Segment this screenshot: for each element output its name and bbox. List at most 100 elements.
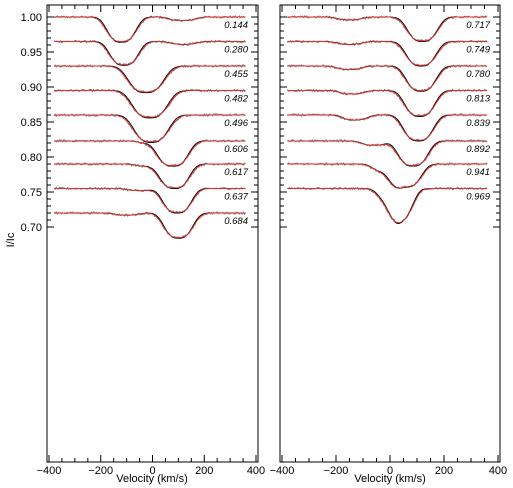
model-profile-black-line <box>54 41 246 66</box>
profile-phase-0.482: 0.482 <box>54 88 249 119</box>
phase-label: 0.839 <box>466 118 490 129</box>
x-tick-label: 400 <box>489 465 507 477</box>
observed-profile-line <box>287 64 488 93</box>
profile-phase-0.839: 0.839 <box>287 113 491 142</box>
model-profile-red-line <box>287 163 487 189</box>
observed-profile-line <box>54 39 247 66</box>
observed-profile-line <box>53 186 246 214</box>
model-profile-black-line <box>54 114 246 143</box>
observed-profile-line <box>287 88 488 118</box>
model-profile-red-line <box>54 65 246 93</box>
model-profile-black-line <box>287 90 487 117</box>
phase-label: 0.749 <box>466 45 490 56</box>
x-tick-label: −200 <box>324 465 349 477</box>
model-profile-red-line <box>287 140 487 166</box>
y-tick-label: 0.70 <box>21 222 42 234</box>
model-profile-black-line <box>287 114 487 142</box>
y-tick-label: 1.00 <box>21 12 42 24</box>
model-profile-red-line <box>54 114 246 143</box>
y-tick-label: 0.90 <box>21 82 42 94</box>
x-tick-label: 200 <box>435 465 453 477</box>
phase-label: 0.684 <box>224 216 248 227</box>
model-profile-red-line <box>287 65 487 91</box>
right-x-axis-title: Velocity (km/s) <box>354 473 426 485</box>
profile-phase-0.496: 0.496 <box>53 113 249 144</box>
observed-profile-line <box>53 162 246 190</box>
phase-label: 0.482 <box>224 94 248 105</box>
observed-profile-line <box>287 15 488 43</box>
model-profile-black-line <box>54 212 246 239</box>
model-profile-red-line <box>54 90 246 118</box>
phase-label: 0.144 <box>224 20 248 31</box>
model-profile-black-line <box>287 163 487 189</box>
observed-profile-line <box>287 186 488 224</box>
model-profile-black-line <box>287 16 487 42</box>
model-profile-black-line <box>54 16 246 43</box>
profile-phase-0.280: 0.280 <box>54 39 249 66</box>
profile-phase-0.749: 0.749 <box>287 39 491 67</box>
left-x-axis-title: Velocity (km/s) <box>116 473 188 485</box>
profile-phase-0.780: 0.780 <box>287 64 491 93</box>
model-profile-red-line <box>287 16 487 42</box>
profile-phase-0.455: 0.455 <box>53 64 249 94</box>
model-profile-red-line <box>54 188 246 213</box>
observed-profile-line <box>53 138 246 168</box>
profile-phase-0.606: 0.606 <box>53 138 249 168</box>
profile-phase-0.144: 0.144 <box>53 14 248 44</box>
model-profile-black-line <box>287 188 487 224</box>
observed-profile-line <box>53 210 246 240</box>
x-tick-label: 400 <box>247 465 265 477</box>
left-panel-plot: −400 −200 0 200 400 0.70 0.75 0.80 0.85 0.90 0.95 1… <box>21 5 265 477</box>
x-tick-label: 0 <box>387 465 393 477</box>
model-profile-red-line <box>54 140 246 166</box>
right-panel-plot: −400 −200 0 200 400 0.717 0.749 0.780 0.813 0.839… <box>270 5 507 477</box>
model-profile-red-line <box>54 212 246 238</box>
phase-label: 0.969 <box>466 192 490 203</box>
observed-profile-line <box>287 161 488 190</box>
phase-label: 0.280 <box>224 45 248 56</box>
profile-phase-0.813: 0.813 <box>287 88 491 118</box>
x-tick-label: −200 <box>88 465 113 477</box>
profile-phase-0.969: 0.969 <box>287 186 491 224</box>
phase-label: 0.717 <box>466 20 490 31</box>
model-profile-black-line <box>54 188 246 214</box>
observed-profile-line <box>53 14 246 44</box>
model-profile-black-line <box>54 65 246 94</box>
profile-phase-0.892: 0.892 <box>287 139 491 167</box>
y-tick-label: 0.95 <box>21 47 42 59</box>
phase-label: 0.813 <box>466 94 490 105</box>
observed-profile-line <box>287 113 488 142</box>
x-tick-label: −400 <box>270 465 295 477</box>
model-profile-red-line <box>54 41 246 66</box>
model-profile-red-line <box>54 16 246 42</box>
phase-label: 0.941 <box>466 167 490 178</box>
profile-phase-0.637: 0.637 <box>53 186 249 214</box>
model-profile-black-line <box>287 41 487 67</box>
model-profile-black-line <box>54 140 246 167</box>
phase-label: 0.892 <box>466 144 490 155</box>
y-tick-label: 0.80 <box>21 152 42 164</box>
model-profile-red-line <box>287 41 487 66</box>
phase-label: 0.780 <box>466 69 490 80</box>
x-tick-label: −400 <box>37 465 62 477</box>
phase-label: 0.637 <box>224 192 248 203</box>
model-profile-red-line <box>287 188 487 224</box>
phase-label: 0.606 <box>224 144 248 155</box>
y-axis-title: I/Ic <box>5 232 17 247</box>
right-panel: −400 −200 0 200 400 0.717 0.749 0.780 0.813 0.839… <box>270 4 507 477</box>
profile-phase-0.717: 0.717 <box>287 15 491 43</box>
profile-phase-0.941: 0.941 <box>287 161 490 190</box>
x-tick-label: 0 <box>149 465 155 477</box>
left-panel: −400 −200 0 200 400 0.70 0.75 0.80 0.85 0.90 0.95 1… <box>21 4 265 477</box>
model-profile-red-line <box>287 90 487 117</box>
y-tick-label: 0.85 <box>21 117 42 129</box>
observed-profile-line <box>53 64 246 94</box>
phase-label: 0.496 <box>224 118 248 129</box>
observed-profile-line <box>287 39 488 67</box>
profile-phase-0.684: 0.684 <box>53 210 248 240</box>
phase-label: 0.455 <box>224 69 248 80</box>
model-profile-red-line <box>287 114 487 141</box>
phase-label: 0.617 <box>224 167 248 178</box>
profile-phase-0.617: 0.617 <box>53 162 249 190</box>
